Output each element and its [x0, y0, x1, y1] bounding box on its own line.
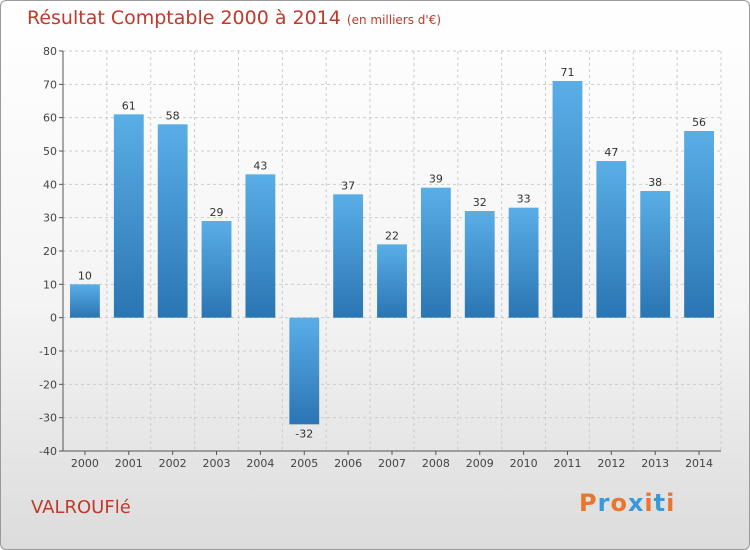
x-tick-label: 2008 [422, 457, 450, 470]
y-tick-label: 40 [43, 178, 57, 191]
bars [70, 81, 714, 425]
y-tick-label: 80 [43, 45, 57, 58]
bar-2002 [157, 124, 188, 318]
value-label: 37 [341, 179, 355, 192]
y-tick-label: -10 [39, 345, 57, 358]
y-tick-label: -30 [39, 412, 57, 425]
y-tick-label: -40 [39, 445, 57, 458]
bar-2005 [289, 317, 320, 425]
bar-2007 [377, 244, 407, 318]
value-label: 29 [210, 206, 224, 219]
x-tick-label: 2009 [466, 457, 494, 470]
y-tick-label: 20 [43, 245, 57, 258]
bar-2008 [420, 187, 451, 318]
x-tick-label: 2004 [246, 457, 274, 470]
logo-letter: o [610, 489, 628, 517]
x-tick-label: 2006 [334, 457, 362, 470]
y-tick-label: 70 [43, 78, 57, 91]
bar-2013 [640, 191, 671, 318]
x-tick-label: 2005 [290, 457, 318, 470]
value-label: 56 [692, 116, 706, 129]
commune-name: VALROUFlé [31, 497, 131, 518]
x-tick-label: 2014 [685, 457, 713, 470]
value-label: 39 [429, 173, 443, 186]
y-tick-label: 50 [43, 145, 57, 158]
y-tick-label: 10 [43, 278, 57, 291]
y-tick-label: -20 [39, 378, 57, 391]
x-tick-label: 2003 [203, 457, 231, 470]
x-tick-label: 2001 [115, 457, 143, 470]
value-label: 58 [166, 109, 180, 122]
bar-2001 [113, 114, 144, 318]
value-label: 61 [122, 99, 136, 112]
data-labels: 10 61 58 29 43 -32 37 22 39 32 33 71 47 38 56 [78, 66, 706, 440]
bar-2000 [70, 284, 100, 318]
x-tick-label: 2013 [641, 457, 669, 470]
bar-2004 [245, 174, 276, 318]
title-text: Résultat Comptable 2000 à 2014 [27, 7, 341, 29]
value-label: -32 [295, 427, 313, 440]
bar-2012 [596, 161, 627, 318]
value-label: 22 [385, 229, 399, 242]
value-label: 71 [560, 66, 574, 79]
logo-letter: r [597, 489, 611, 517]
y-tick-label: 30 [43, 212, 57, 225]
bar-2010 [508, 207, 539, 318]
proxiti-logo[interactable]: Proxiti [579, 489, 675, 517]
bar-2009 [464, 211, 495, 318]
logo-letter: P [579, 489, 598, 517]
y-tick-label: 0 [50, 312, 57, 325]
value-label: 32 [473, 196, 487, 209]
unit-label: (en milliers d'€) [346, 13, 442, 27]
logo-letter: i [644, 489, 654, 517]
x-tick-label: 2000 [71, 457, 99, 470]
logo-letter: t [653, 489, 667, 517]
x-tick-label: 2010 [510, 457, 538, 470]
value-label: 47 [604, 146, 618, 159]
bar-2011 [552, 81, 583, 318]
chart-title: Résultat Comptable 2000 à 2014 (en millie… [27, 7, 441, 29]
x-tick-label: 2012 [597, 457, 625, 470]
bar-2014 [684, 131, 714, 318]
x-tick-label: 2007 [378, 457, 406, 470]
value-label: 43 [253, 159, 267, 172]
value-label: 38 [648, 176, 662, 189]
value-label: 10 [78, 269, 92, 282]
logo-letter: x [627, 489, 645, 517]
bar-2006 [333, 194, 364, 318]
logo-letter: i [666, 489, 676, 517]
value-label: 33 [517, 193, 531, 206]
x-tick-label: 2002 [159, 457, 187, 470]
y-tick-label: 60 [43, 112, 57, 125]
x-tick-label: 2011 [553, 457, 581, 470]
bar-2003 [201, 221, 232, 318]
